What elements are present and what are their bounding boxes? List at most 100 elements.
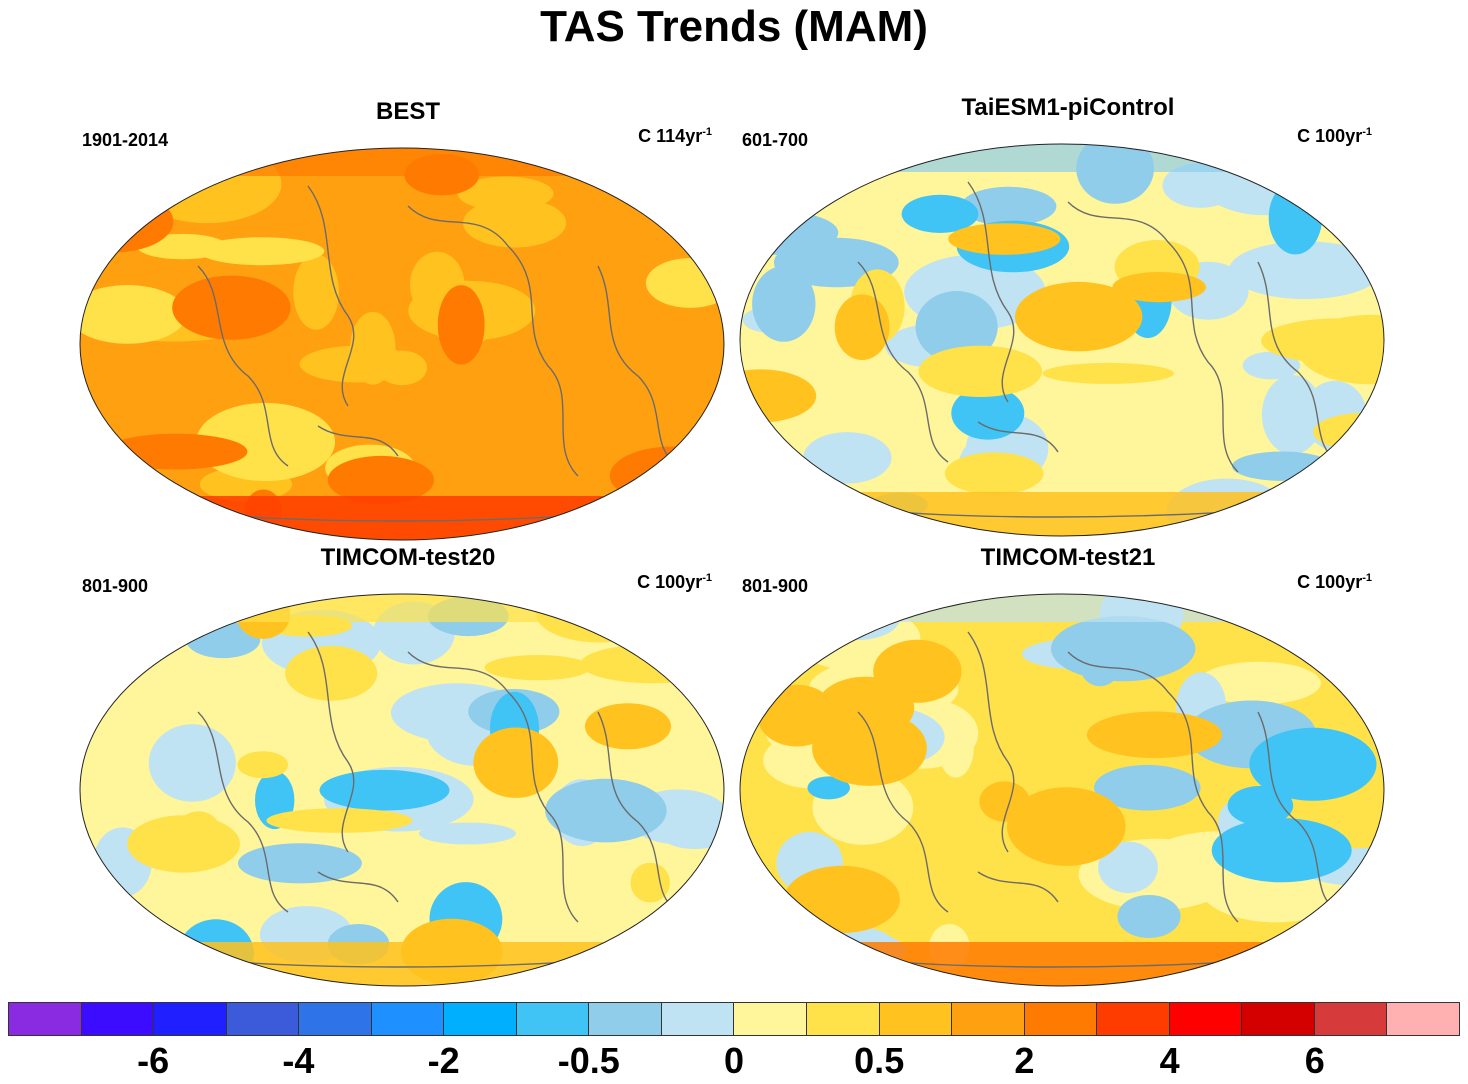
coastline bbox=[597, 711, 679, 913]
trend-region bbox=[1278, 921, 1370, 986]
arctic-band bbox=[740, 594, 1384, 622]
trend-region bbox=[1242, 351, 1301, 380]
trend-region bbox=[484, 655, 591, 681]
trend-region bbox=[1200, 146, 1326, 216]
trend-region bbox=[661, 821, 724, 849]
trend-region bbox=[319, 769, 450, 811]
trend-region bbox=[172, 275, 291, 340]
colorbar-swatch bbox=[444, 1003, 517, 1035]
trend-region bbox=[1094, 764, 1201, 811]
colorbar-swatch bbox=[661, 1003, 735, 1035]
trend-region bbox=[803, 432, 892, 484]
trend-region bbox=[1098, 841, 1158, 893]
panel-timcom-test20: TIMCOM-test20 801-900 C 100yr-1 bbox=[78, 544, 738, 987]
trend-region bbox=[237, 751, 289, 779]
coastline bbox=[1067, 651, 1239, 923]
trend-region bbox=[960, 186, 1057, 226]
trend-region bbox=[327, 455, 435, 505]
trend-region bbox=[1261, 318, 1384, 364]
map-frame bbox=[79, 147, 725, 541]
trend-region bbox=[1007, 787, 1126, 866]
colorbar-tick-label: 6 bbox=[1304, 1040, 1325, 1081]
map-best bbox=[79, 147, 725, 541]
trend-region bbox=[630, 862, 670, 903]
trend-region bbox=[1320, 182, 1369, 230]
map-frame bbox=[79, 593, 725, 987]
coastline bbox=[197, 265, 289, 467]
trend-region bbox=[1117, 895, 1181, 938]
trend-region bbox=[473, 727, 559, 798]
period-label: 801-900 bbox=[82, 576, 149, 596]
arctic-band bbox=[80, 594, 724, 622]
panel-title: TIMCOM-test21 bbox=[980, 544, 1156, 571]
trend-region bbox=[148, 724, 236, 802]
coastline bbox=[857, 711, 949, 913]
trend-region bbox=[199, 237, 325, 266]
trend-region bbox=[80, 285, 187, 344]
coastline bbox=[1257, 711, 1339, 913]
colorbar-tick-label: -6 bbox=[137, 1040, 170, 1081]
trend-region bbox=[1211, 818, 1352, 883]
trend-region bbox=[757, 684, 837, 747]
trend-region bbox=[1042, 362, 1174, 384]
colorbar-swatch bbox=[299, 1003, 372, 1035]
panel-best: BEST 1901-2014 C 114yr-1 bbox=[78, 98, 738, 541]
trend-region bbox=[580, 644, 724, 684]
map-frame bbox=[739, 143, 1385, 537]
colorbar-swatch bbox=[1242, 1003, 1315, 1035]
trend-region bbox=[647, 936, 724, 986]
coastline bbox=[307, 631, 355, 853]
coastline bbox=[1067, 201, 1239, 473]
colorbar-tick-label: 0 bbox=[723, 1040, 745, 1081]
trend-region bbox=[1232, 451, 1333, 481]
coastline bbox=[597, 265, 679, 467]
colorbar-tick-label: -0.5 bbox=[557, 1040, 620, 1081]
period-label: 1901-2014 bbox=[82, 130, 169, 150]
trend-region bbox=[609, 446, 724, 505]
trend-region bbox=[1261, 375, 1323, 455]
panel-timcom-test21: TIMCOM-test21 801-900 C 100yr-1 bbox=[738, 544, 1398, 987]
colorbar-tick-label: 0.5 bbox=[854, 1040, 905, 1081]
trend-region bbox=[103, 433, 248, 470]
colorbar-swatch bbox=[734, 1003, 808, 1035]
coastline bbox=[317, 871, 399, 903]
trend-region bbox=[1086, 711, 1222, 759]
trend-region bbox=[807, 776, 850, 800]
coastline bbox=[977, 421, 1059, 453]
trend-region bbox=[299, 345, 417, 383]
coastline bbox=[197, 711, 289, 913]
colorbar-swatch bbox=[9, 1003, 82, 1035]
colorbar-swatch bbox=[1169, 1003, 1243, 1035]
trend-region bbox=[645, 258, 724, 308]
colorbar-swatch bbox=[1024, 1003, 1098, 1035]
colorbar-swatch bbox=[1314, 1003, 1388, 1035]
units-label: C 114yr-1 bbox=[638, 126, 712, 146]
coastline bbox=[407, 651, 579, 923]
trend-region bbox=[1293, 883, 1359, 930]
trend-region bbox=[266, 808, 413, 833]
colorbar-swatch bbox=[154, 1003, 227, 1035]
colorbar-labels: -6 -4 -2 -0.5 0 0.5 2 4 6 bbox=[8, 1040, 1460, 1084]
colorbar-tick-label: 4 bbox=[1159, 1040, 1180, 1081]
trend-region bbox=[463, 198, 567, 248]
trend-region bbox=[979, 781, 1030, 822]
trend-region bbox=[285, 645, 378, 701]
colorbar-swatch bbox=[807, 1003, 880, 1035]
trend-region bbox=[1015, 281, 1143, 352]
coastline bbox=[307, 185, 355, 407]
trend-region bbox=[1197, 661, 1321, 705]
colorbar-swatch bbox=[879, 1003, 953, 1035]
trend-region bbox=[1323, 144, 1379, 184]
colorbar-swatch bbox=[1387, 1003, 1459, 1035]
colorbar-swatch bbox=[81, 1003, 155, 1035]
trend-region bbox=[584, 703, 672, 750]
map-timcom-test21 bbox=[739, 593, 1385, 987]
trend-region bbox=[293, 254, 339, 330]
trend-region bbox=[237, 843, 362, 884]
trend-region bbox=[918, 345, 1043, 397]
coastline bbox=[857, 261, 949, 463]
colorbar-swatch bbox=[371, 1003, 445, 1035]
trend-region bbox=[437, 285, 485, 365]
trend-region bbox=[812, 710, 927, 786]
colorbar-tick-label: 2 bbox=[1014, 1040, 1035, 1081]
